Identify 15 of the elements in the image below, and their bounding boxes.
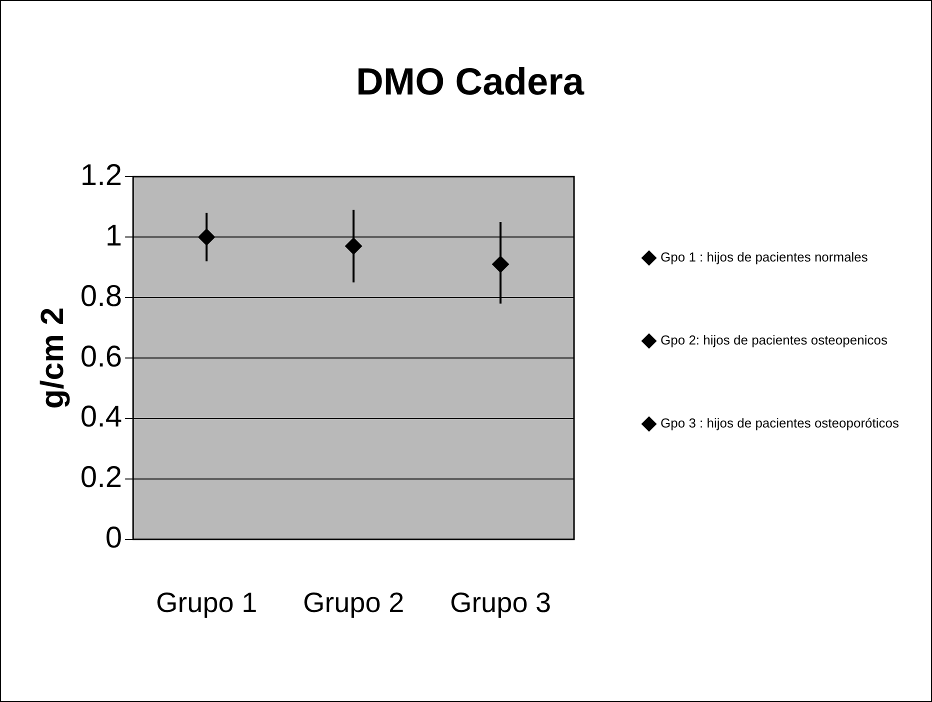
x-tick-label: Grupo 3 — [450, 586, 552, 618]
y-tick-label: 0.2 — [80, 461, 122, 494]
y-axis-title: g/cm 2 — [34, 307, 70, 409]
y-tick-label: 0 — [105, 522, 122, 555]
y-tick-label: 1.2 — [80, 158, 122, 192]
x-tick-label: Grupo 1 — [156, 586, 258, 618]
y-tick-label: 0.8 — [80, 280, 122, 313]
x-tick-label: Grupo 2 — [302, 586, 404, 618]
y-tick-label: 0.6 — [80, 340, 122, 374]
chart-title: DMO Cadera — [356, 61, 585, 104]
y-tick-label: 1 — [105, 219, 122, 252]
legend-label: Gpo 1 : hijos de pacientes normales — [660, 250, 868, 265]
legend-label: Gpo 2: hijos de pacientes osteopenicos — [660, 332, 888, 348]
y-tick-label: 0.4 — [80, 400, 122, 434]
legend-label: Gpo 3 : hijos de pacientes osteoporóticos — [660, 416, 900, 431]
